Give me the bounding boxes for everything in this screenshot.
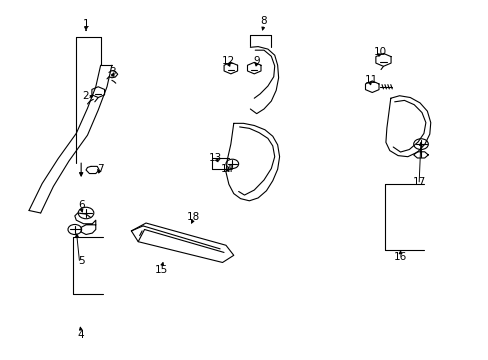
Text: 9: 9: [253, 56, 260, 66]
Text: 7: 7: [97, 164, 104, 174]
Text: 11: 11: [364, 75, 377, 85]
Text: 8: 8: [260, 17, 267, 27]
Text: 18: 18: [186, 212, 200, 221]
Text: 13: 13: [208, 153, 222, 163]
Text: 15: 15: [155, 265, 168, 275]
Text: 17: 17: [411, 177, 425, 187]
Text: 16: 16: [393, 252, 407, 262]
Text: 14: 14: [221, 164, 234, 174]
Text: 5: 5: [78, 256, 84, 266]
Text: 12: 12: [222, 56, 235, 66]
Text: 6: 6: [78, 200, 84, 210]
Text: 1: 1: [82, 19, 89, 29]
Text: 2: 2: [82, 91, 89, 101]
Text: 10: 10: [373, 46, 386, 57]
Text: 4: 4: [78, 330, 84, 340]
Text: 3: 3: [109, 67, 116, 77]
